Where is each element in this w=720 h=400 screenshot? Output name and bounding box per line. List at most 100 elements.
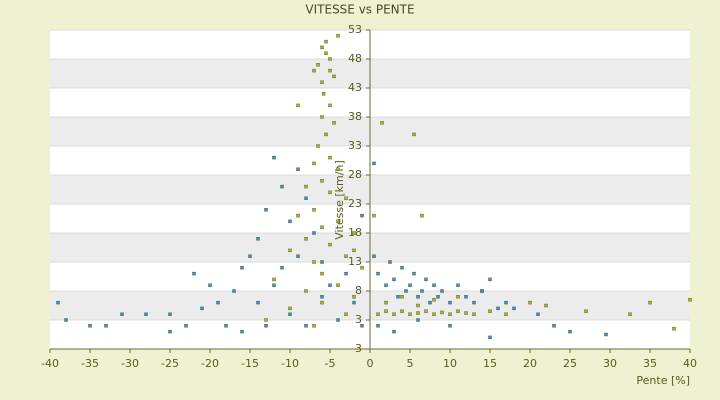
point [296,103,300,108]
point [184,324,188,328]
point [320,179,324,183]
point [400,309,404,313]
point [312,324,316,328]
point [324,51,328,55]
point [352,248,356,253]
x-tick-label: 40 [683,357,697,370]
x-tick-label: -35 [81,357,99,370]
point [304,196,308,200]
point [392,277,396,282]
point [384,300,388,305]
point [296,167,300,171]
point [304,289,308,293]
point [456,283,460,287]
point [392,312,396,316]
y-tick-label: 13 [348,255,362,268]
x-tick-label: -10 [281,357,299,370]
point [512,306,516,311]
point [552,324,556,328]
point [248,254,252,258]
point [280,184,284,189]
point [272,277,276,282]
point [488,335,492,340]
point [264,324,268,328]
point [536,312,540,316]
point [168,329,172,334]
point [192,271,196,276]
point [456,295,460,299]
y-tick-label: 43 [348,81,362,94]
point [424,309,428,313]
point [352,300,356,305]
point [320,300,324,305]
x-tick-label: 20 [523,357,537,370]
point [320,295,324,299]
point [256,237,260,241]
point [104,324,108,328]
point [420,289,424,293]
y-tick-label: 48 [348,52,362,65]
point [372,213,376,218]
point [304,184,308,189]
point [56,300,60,305]
point [320,45,324,50]
point [304,237,308,241]
point [480,289,484,293]
point [400,295,404,299]
point [448,300,452,305]
point [336,318,340,322]
x-tick-label: 30 [603,357,617,370]
point [316,144,320,148]
point [264,208,268,212]
point [296,254,300,258]
point [240,329,244,334]
point [332,74,336,79]
point [472,300,476,305]
point [320,271,324,276]
point [321,92,326,96]
point [256,300,260,305]
point [496,306,500,311]
point [376,271,380,276]
point [328,242,332,247]
point [240,266,244,270]
point [208,283,212,287]
x-tick-label: 35 [643,357,657,370]
point [272,155,276,160]
point [328,283,332,287]
point [420,213,424,218]
point [628,312,632,316]
y-tick-label: 3 [355,342,362,355]
point [416,318,420,322]
point [376,324,380,328]
point [432,283,436,287]
point [272,283,276,287]
point [320,115,324,119]
point [504,300,508,305]
point [320,260,324,264]
point [464,295,468,299]
x-tick-label: -15 [241,357,259,370]
point [432,298,436,302]
y-tick-label: 28 [348,168,362,181]
point [232,289,236,293]
point [376,312,380,316]
point [120,312,124,316]
point [384,283,388,287]
x-tick-label: 25 [563,357,577,370]
x-axis-label: Pente [%] [636,374,690,387]
point [328,57,332,61]
point [336,167,340,171]
point [428,300,432,305]
point [320,80,324,84]
point [320,225,324,229]
point [400,266,404,270]
x-tick-label: -25 [161,357,179,370]
point [432,312,436,316]
point [380,121,384,125]
point [168,312,172,316]
x-tick-label: 10 [443,357,457,370]
x-tick-label: -20 [201,357,219,370]
point [404,289,408,293]
